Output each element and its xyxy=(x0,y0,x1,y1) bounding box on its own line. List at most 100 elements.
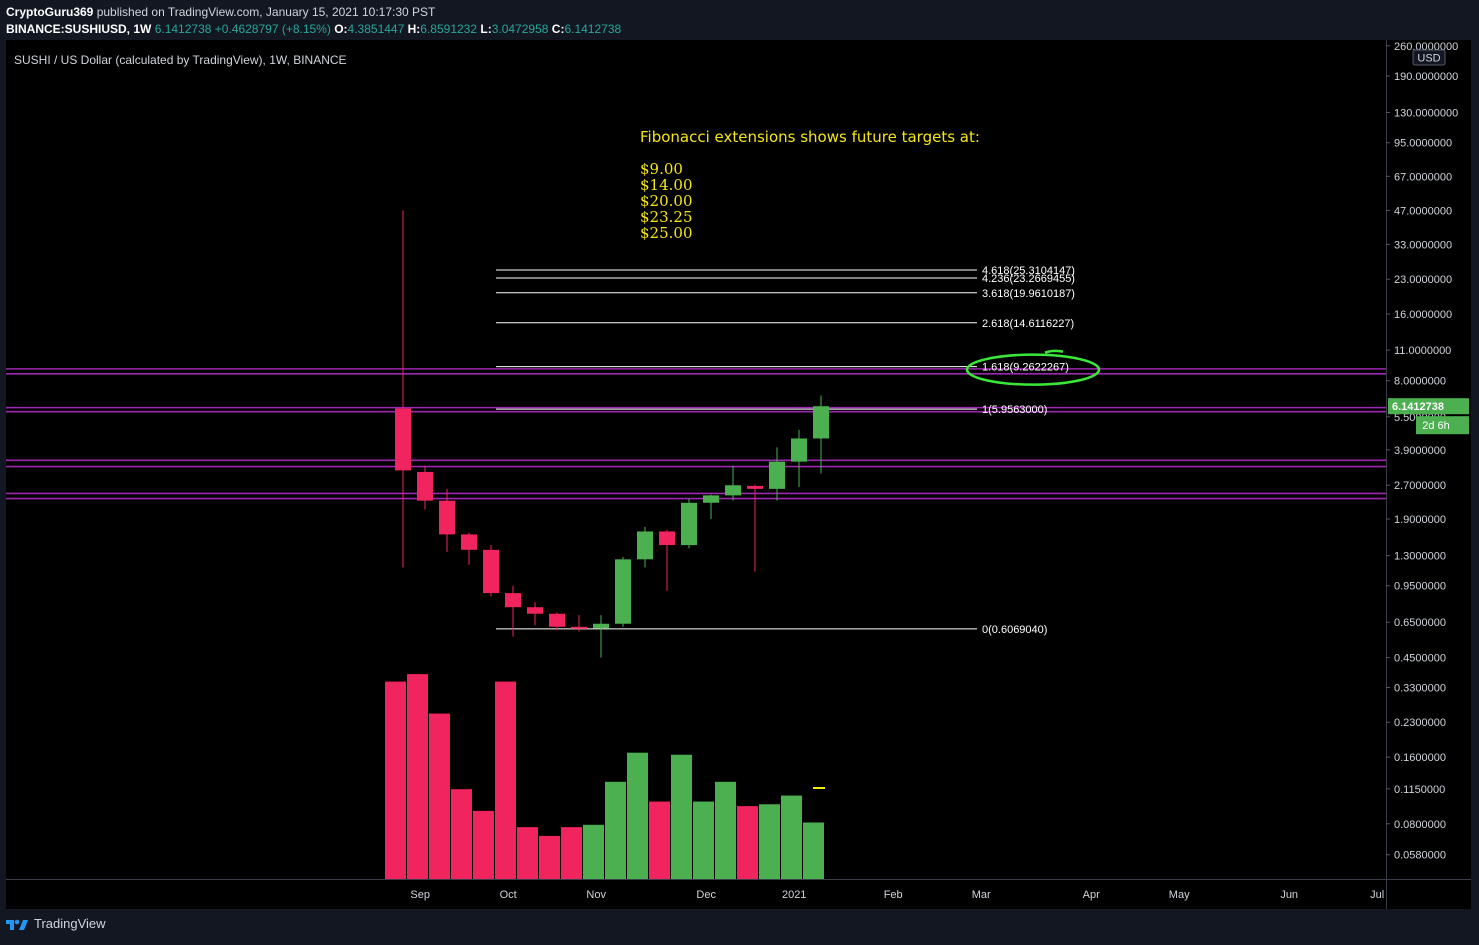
x-tick-label: 2021 xyxy=(782,889,806,901)
volume-bar xyxy=(737,806,758,879)
annotation-target: $20.00 xyxy=(640,192,693,210)
currency-badge xyxy=(1412,49,1446,66)
x-tick-label: May xyxy=(1169,889,1190,901)
footer-brand-label: TradingView xyxy=(34,916,106,931)
candle-body xyxy=(681,502,697,546)
x-tick-label: Apr xyxy=(1083,889,1100,901)
y-tick-label: 23.0000000 xyxy=(1394,274,1452,286)
candle xyxy=(417,465,433,510)
fib-level-label: 1(5.9563000) xyxy=(982,404,1047,416)
low-value: 3.0472958 xyxy=(491,22,549,36)
fib-level-label: 4.236(23.2669455) xyxy=(982,273,1075,285)
chart-container[interactable]: SUSHI / US Dollar (calculated by Trading… xyxy=(6,40,1471,909)
volume-bar xyxy=(605,781,626,879)
annotation-target: $23.25 xyxy=(640,208,693,226)
y-tick-label: 3.9000000 xyxy=(1394,445,1446,457)
candle-body xyxy=(725,485,741,496)
y-tick-label: 0.0800000 xyxy=(1394,819,1446,831)
candle xyxy=(637,526,653,568)
y-tick-label: 1.3000000 xyxy=(1394,551,1446,563)
y-tick-label: 0.6500000 xyxy=(1394,617,1446,629)
candle xyxy=(725,465,741,501)
fib-level-label: 0(0.6069040) xyxy=(982,624,1047,636)
fib-level-label: 4.618(25.3104147) xyxy=(982,265,1075,277)
candle xyxy=(483,545,499,597)
y-tick-label: 2.7000000 xyxy=(1394,480,1446,492)
last-price-label: 6.1412738 xyxy=(1392,401,1444,413)
x-tick-label: Nov xyxy=(586,889,606,901)
y-tick-label: 0.4500000 xyxy=(1394,653,1446,665)
volume-bar xyxy=(407,674,428,879)
candle-body xyxy=(417,471,433,501)
y-tick-label: 0.1600000 xyxy=(1394,752,1446,764)
annotation: Fibonacci extensions shows future target… xyxy=(640,128,980,242)
y-tick-label: 8.0000000 xyxy=(1394,376,1446,388)
candle xyxy=(703,494,719,520)
candle-body xyxy=(659,531,675,546)
horizontal-lines xyxy=(6,368,1386,500)
candle xyxy=(769,447,785,501)
annotation-target: $14.00 xyxy=(640,176,693,194)
low-label: L: xyxy=(480,22,492,36)
price-change: +0.4628797 (+8.15%) xyxy=(214,22,331,36)
y-tick-label: 67.0000000 xyxy=(1394,171,1452,183)
x-tick-label: Feb xyxy=(884,889,903,901)
annotation-target: $25.00 xyxy=(640,224,693,242)
candle-body xyxy=(527,607,543,614)
tradingview-logo-icon xyxy=(6,919,28,930)
x-axis-labels: Sep Oct Nov Dec 2021 Feb Mar Apr May Jun Jul xyxy=(410,889,1384,901)
candle xyxy=(461,532,477,565)
y-tick-label: 0.1150000 xyxy=(1394,784,1445,796)
candle xyxy=(549,612,565,630)
candle xyxy=(791,429,807,488)
x-tick-label: Mar xyxy=(972,889,991,901)
currency-label: USD xyxy=(1417,53,1440,65)
ohlc-header: BINANCE:SUSHIUSD, 1W 6.1412738 +0.462879… xyxy=(6,22,621,36)
candle-body xyxy=(439,500,455,535)
x-tick-label: Dec xyxy=(696,889,716,901)
y-axis-labels: 260.0000000190.0000000130.000000095.0000… xyxy=(1386,41,1458,862)
footer-brand[interactable]: TradingView xyxy=(6,916,106,931)
candle-body xyxy=(769,461,785,489)
volume-bar xyxy=(561,827,582,879)
publish-info: CryptoGuru369 published on TradingView.c… xyxy=(6,5,435,19)
candle xyxy=(593,615,609,658)
y-tick-label: 0.0580000 xyxy=(1394,850,1446,862)
annotation-target: $9.00 xyxy=(640,160,683,178)
high-label: H: xyxy=(407,22,421,36)
y-tick-label: 95.0000000 xyxy=(1394,138,1452,150)
candle-body xyxy=(593,623,609,629)
volume-bar xyxy=(693,801,714,879)
candle-body xyxy=(747,485,763,489)
candle-body xyxy=(571,626,587,629)
candle xyxy=(395,210,411,568)
y-tick-label: 190.0000000 xyxy=(1394,71,1458,83)
fib-extension: 4.618(25.3104147)4.236(23.2669455) 3.618(… xyxy=(496,265,1075,636)
highlight-ellipse xyxy=(965,353,1101,386)
candle-body xyxy=(703,495,719,503)
volume-bar xyxy=(495,681,516,879)
publisher-name[interactable]: CryptoGuru369 xyxy=(6,5,94,19)
candle xyxy=(615,557,631,627)
high-value: 6.8591232 xyxy=(420,22,478,36)
fib-level-label: 3.618(19.9610187) xyxy=(982,288,1075,300)
volume-bar xyxy=(759,804,780,879)
price-scale-background xyxy=(1386,40,1471,909)
price-chart[interactable]: SUSHI / US Dollar (calculated by Trading… xyxy=(6,40,1471,909)
candle xyxy=(659,529,675,591)
y-tick-label: 16.0000000 xyxy=(1394,309,1452,321)
candle-body xyxy=(549,613,565,627)
fib-level-label: 1.618(9.2622267) xyxy=(982,362,1069,374)
x-tick-label: Jul xyxy=(1370,889,1384,901)
x-tick-label: Oct xyxy=(500,889,517,901)
last-price-marker xyxy=(1388,398,1469,415)
open-label: O: xyxy=(334,22,348,36)
fib-level-label: 2.618(14.6116227) xyxy=(982,318,1074,330)
candle xyxy=(527,602,543,626)
y-tick-label: 0.2300000 xyxy=(1394,717,1446,729)
countdown-label: 2d 6h xyxy=(1422,420,1450,432)
x-tick-label: Sep xyxy=(410,889,430,901)
candle xyxy=(571,615,587,632)
volume-bar xyxy=(627,752,648,879)
volume-bar xyxy=(473,810,494,879)
